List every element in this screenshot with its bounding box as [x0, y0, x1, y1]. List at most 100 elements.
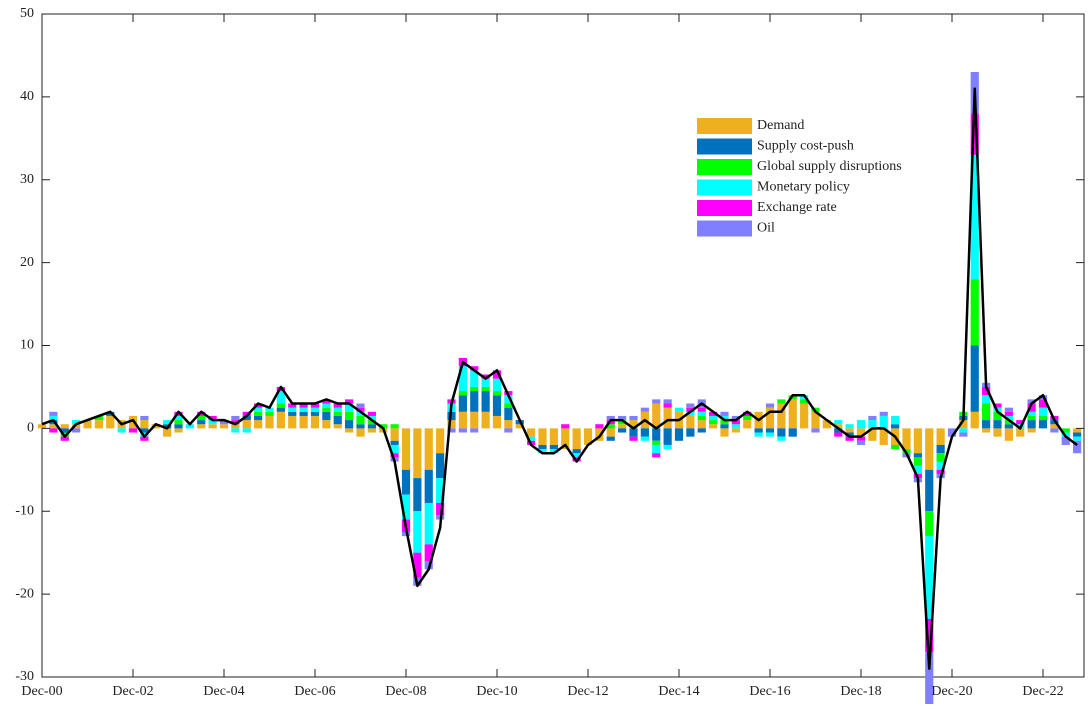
- y-tick-label: 40: [20, 89, 34, 104]
- bar-segment: [674, 428, 684, 441]
- bar-segment: [288, 411, 297, 416]
- bar-segment: [367, 428, 376, 433]
- bar-segment: [174, 428, 183, 433]
- x-tick-label: Dec-16: [749, 684, 790, 699]
- bar-segment: [800, 399, 809, 404]
- bar-segment: [322, 399, 331, 404]
- bar-segment: [982, 386, 991, 396]
- bar-segment: [618, 420, 627, 425]
- bar-segment: [856, 420, 866, 429]
- bar-segment: [49, 415, 58, 421]
- y-tick-label: 10: [20, 338, 34, 353]
- bar-segment: [1004, 415, 1013, 421]
- bar-segment: [811, 411, 820, 429]
- legend-swatch: [697, 118, 752, 134]
- bar-segment: [174, 424, 183, 429]
- bar-segment: [424, 428, 433, 470]
- bar-segment: [140, 428, 149, 433]
- bar-segment: [527, 436, 536, 441]
- bar-segment: [72, 424, 81, 429]
- x-tick-label: Dec-20: [931, 684, 972, 699]
- bar-segment: [663, 403, 672, 408]
- bar-segment: [333, 407, 342, 412]
- bar-segment: [299, 411, 308, 416]
- bar-segment: [231, 420, 240, 425]
- bar-segment: [663, 399, 672, 404]
- bar-segment: [390, 440, 399, 445]
- bar-segment: [458, 391, 467, 396]
- bar-segment: [697, 428, 706, 433]
- bar-segment: [37, 424, 47, 429]
- x-tick-label: Dec-04: [203, 684, 244, 699]
- plot-frame: [41, 13, 1085, 678]
- bar-segment: [94, 420, 103, 429]
- bar-segment: [424, 502, 433, 545]
- bar-segment: [970, 279, 979, 346]
- bar-segment: [254, 403, 263, 408]
- bar-segment: [254, 407, 263, 412]
- bar-segment: [822, 420, 831, 429]
- bar-segment: [333, 415, 342, 425]
- bar-segment: [322, 411, 331, 421]
- legend-label: Global supply disruptions: [757, 159, 902, 174]
- bar-segment: [276, 411, 285, 429]
- y-tick-label: 20: [20, 255, 34, 270]
- bar-segment: [731, 424, 740, 429]
- bar-segment: [652, 440, 661, 445]
- bar-segment: [390, 453, 399, 458]
- bar-segment: [1073, 436, 1082, 441]
- bar-segment: [401, 469, 411, 495]
- bar-segment: [481, 411, 490, 429]
- bar-segment: [640, 407, 649, 412]
- bar-segment: [515, 424, 524, 429]
- y-tick-label: -10: [15, 503, 34, 518]
- bar-segment: [49, 424, 58, 429]
- bar-segment: [470, 391, 479, 412]
- bar-segment: [765, 432, 775, 437]
- bar-segment: [993, 411, 1002, 421]
- bar-segment: [60, 424, 69, 429]
- bar-segment: [549, 428, 558, 445]
- bar-segment: [777, 399, 786, 404]
- bar-segment: [845, 428, 854, 433]
- y-tick-label: 50: [20, 6, 34, 21]
- bar-segment: [401, 428, 411, 470]
- bar-segment: [1038, 407, 1048, 416]
- bar-segment: [140, 420, 149, 429]
- bar-segment: [470, 411, 479, 429]
- y-tick-label: 0: [27, 421, 34, 436]
- bar-segment: [299, 403, 308, 408]
- bar-segment: [618, 428, 627, 433]
- bar-segment: [174, 420, 183, 425]
- bar-segment: [458, 428, 467, 433]
- bar-segment: [356, 415, 365, 425]
- bar-segment: [151, 424, 160, 429]
- bar-segment: [777, 428, 786, 437]
- x-tick-label: Dec-10: [476, 684, 517, 699]
- bar-segment: [925, 428, 934, 470]
- bar-segment: [231, 428, 240, 433]
- bar-segment: [868, 428, 877, 441]
- bar-segment: [470, 366, 479, 371]
- bar-segment: [208, 420, 217, 425]
- bar-segment: [618, 424, 627, 429]
- legend-swatch: [697, 138, 752, 155]
- bar-segment: [174, 415, 183, 421]
- bar-segment: [1073, 440, 1082, 454]
- bar-segment: [1027, 403, 1036, 412]
- bar-segment: [572, 428, 581, 450]
- bar-segment: [720, 424, 729, 429]
- bar-segment: [697, 407, 706, 412]
- bar-segment: [185, 424, 194, 429]
- bar-segment: [1016, 428, 1025, 437]
- bar-segment: [242, 428, 251, 433]
- bar-segment: [60, 428, 69, 433]
- bar-segment: [413, 511, 422, 553]
- bar-segment: [993, 403, 1002, 408]
- bar-segment: [345, 399, 354, 404]
- legend-label: Exchange rate: [757, 200, 837, 215]
- bar-segment: [936, 461, 945, 470]
- bar-segment: [709, 415, 718, 421]
- bar-segment: [390, 428, 399, 441]
